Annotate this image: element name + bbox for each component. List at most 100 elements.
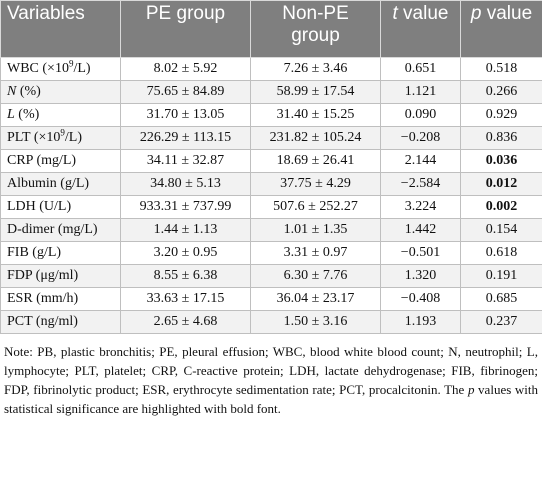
nonpe-cell: 36.04 ± 23.17 xyxy=(250,287,381,311)
p-cell: 0.618 xyxy=(460,241,542,265)
variable-cell: PLT (×109/L) xyxy=(0,126,121,150)
text-segment: PLT (×10 xyxy=(7,130,61,145)
table-row: L (%) 31.70 ± 13.05 31.40 ± 15.25 0.090 0.92… xyxy=(0,103,542,127)
text-segment: /L) xyxy=(64,130,83,145)
nonpe-cell: 18.69 ± 26.41 xyxy=(250,149,381,173)
t-cell: 1.320 xyxy=(380,264,461,288)
text-segment: PCT (ng/ml) xyxy=(7,314,78,329)
t-cell: −0.408 xyxy=(380,287,461,311)
table-row: PLT (×109/L) 226.29 ± 113.15 231.82 ± 105.… xyxy=(0,126,542,150)
nonpe-cell: 507.6 ± 252.27 xyxy=(250,195,381,219)
header-row: Variables PE group Non-PE group t value p va… xyxy=(0,0,542,58)
text-segment: value xyxy=(481,3,533,24)
p-cell: 0.266 xyxy=(460,80,542,104)
t-cell: 1.193 xyxy=(380,310,461,334)
p-cell: 0.685 xyxy=(460,287,542,311)
p-cell: 0.836 xyxy=(460,126,542,150)
p-cell: 0.002 xyxy=(460,195,542,219)
text-segment: ESR (mm/h) xyxy=(7,291,79,306)
text-segment: N xyxy=(7,84,17,99)
pe-cell: 31.70 ± 13.05 xyxy=(120,103,251,127)
p-cell: 0.036 xyxy=(460,149,542,173)
pe-cell: 8.02 ± 5.92 xyxy=(120,57,251,81)
table-row: WBC (×109/L) 8.02 ± 5.92 7.26 ± 3.46 0.651 0… xyxy=(0,57,542,81)
text-segment: p xyxy=(470,3,482,24)
variable-cell: LDH (U/L) xyxy=(0,195,121,219)
nonpe-cell: 1.01 ± 1.35 xyxy=(250,218,381,242)
pe-cell: 34.11 ± 32.87 xyxy=(120,149,251,173)
text-segment: (%) xyxy=(14,107,40,122)
table-row: PCT (ng/ml) 2.65 ± 4.68 1.50 ± 3.16 1.193 0.… xyxy=(0,310,542,334)
pe-cell: 3.20 ± 0.95 xyxy=(120,241,251,265)
text-segment: 9 xyxy=(60,127,65,138)
pe-cell: 933.31 ± 737.99 xyxy=(120,195,251,219)
p-cell: 0.237 xyxy=(460,310,542,334)
nonpe-cell: 58.99 ± 17.54 xyxy=(250,80,381,104)
table-row: FIB (g/L) 3.20 ± 0.95 3.31 ± 0.97 −0.501 0.6… xyxy=(0,241,542,265)
variable-cell: FDP (μg/ml) xyxy=(0,264,121,288)
table-row: ESR (mm/h) 33.63 ± 17.15 36.04 ± 23.17 −0.4… xyxy=(0,287,542,311)
header-cell: Non-PE group xyxy=(250,0,381,58)
text-segment: CRP (mg/L) xyxy=(7,153,77,168)
text-segment: /L) xyxy=(73,61,91,76)
variable-cell: N (%) xyxy=(0,80,121,104)
text-segment: Note: PB, plastic bronchitis; PE, pleura… xyxy=(4,344,538,397)
pe-cell: 1.44 ± 1.13 xyxy=(120,218,251,242)
variable-cell: FIB (g/L) xyxy=(0,241,121,265)
header-cell: t value xyxy=(380,0,461,58)
data-table: Variables PE group Non-PE group t value p va… xyxy=(0,0,542,334)
text-segment: (%) xyxy=(16,84,41,99)
t-cell: 0.651 xyxy=(380,57,461,81)
t-cell: −2.584 xyxy=(380,172,461,196)
table-body: WBC (×109/L) 8.02 ± 5.92 7.26 ± 3.46 0.651 0… xyxy=(0,57,542,334)
pe-cell: 226.29 ± 113.15 xyxy=(120,126,251,150)
pe-cell: 34.80 ± 5.13 xyxy=(120,172,251,196)
table-row: D-dimer (mg/L) 1.44 ± 1.13 1.01 ± 1.35 1.44… xyxy=(0,218,542,242)
header-cell: Variables xyxy=(0,0,121,58)
text-segment: D-dimer (mg/L) xyxy=(7,222,98,237)
variable-cell: ESR (mm/h) xyxy=(0,287,121,311)
table-row: N (%) 75.65 ± 84.89 58.99 ± 17.54 1.121 0.26… xyxy=(0,80,542,104)
nonpe-cell: 3.31 ± 0.97 xyxy=(250,241,381,265)
text-segment: FDP (μg/ml) xyxy=(7,268,79,283)
nonpe-cell: 231.82 ± 105.24 xyxy=(250,126,381,150)
header-cell: p value xyxy=(460,0,542,58)
nonpe-cell: 7.26 ± 3.46 xyxy=(250,57,381,81)
pe-cell: 75.65 ± 84.89 xyxy=(120,80,251,104)
variable-cell: WBC (×109/L) xyxy=(0,57,121,81)
text-segment: WBC (×10 xyxy=(7,61,69,76)
nonpe-cell: 1.50 ± 3.16 xyxy=(250,310,381,334)
p-cell: 0.154 xyxy=(460,218,542,242)
text-segment: value xyxy=(397,3,449,24)
table-row: FDP (μg/ml) 8.55 ± 6.38 6.30 ± 7.76 1.320 0.… xyxy=(0,264,542,288)
t-cell: 1.121 xyxy=(380,80,461,104)
pe-cell: 8.55 ± 6.38 xyxy=(120,264,251,288)
text-segment: PE group xyxy=(145,3,226,24)
t-cell: −0.208 xyxy=(380,126,461,150)
table-note: Note: PB, plastic bronchitis; PE, pleura… xyxy=(0,334,542,418)
t-cell: 0.090 xyxy=(380,103,461,127)
t-cell: −0.501 xyxy=(380,241,461,265)
nonpe-cell: 37.75 ± 4.29 xyxy=(250,172,381,196)
header-cell: PE group xyxy=(120,0,251,58)
text-segment: Non-PE group xyxy=(282,3,349,46)
text-segment: t xyxy=(392,3,398,24)
text-segment: FIB (g/L) xyxy=(7,245,62,260)
variable-cell: D-dimer (mg/L) xyxy=(0,218,121,242)
t-cell: 2.144 xyxy=(380,149,461,173)
p-cell: 0.518 xyxy=(460,57,542,81)
text-segment: Variables xyxy=(7,3,85,24)
p-cell: 0.191 xyxy=(460,264,542,288)
t-cell: 1.442 xyxy=(380,218,461,242)
table-row: Albumin (g/L) 34.80 ± 5.13 37.75 ± 4.29 −2.… xyxy=(0,172,542,196)
variable-cell: L (%) xyxy=(0,103,121,127)
pe-cell: 33.63 ± 17.15 xyxy=(120,287,251,311)
text-segment: 9 xyxy=(68,58,74,69)
nonpe-cell: 31.40 ± 15.25 xyxy=(250,103,381,127)
variable-cell: CRP (mg/L) xyxy=(0,149,121,173)
text-segment: L xyxy=(7,107,15,122)
text-segment: LDH (U/L) xyxy=(7,199,72,214)
variable-cell: Albumin (g/L) xyxy=(0,172,121,196)
pe-cell: 2.65 ± 4.68 xyxy=(120,310,251,334)
